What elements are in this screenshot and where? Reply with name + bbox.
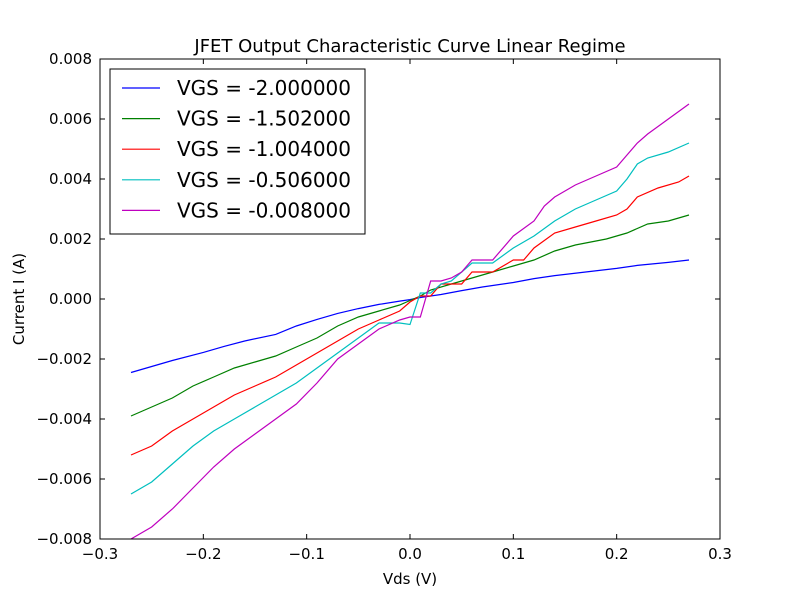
- legend-label-1: VGS = -1.502000: [177, 107, 351, 131]
- x-tick-label: 0.3: [708, 545, 732, 563]
- x-axis-title: Vds (V): [383, 570, 437, 588]
- x-tick-label: −0.3: [82, 545, 118, 563]
- x-tick-label: 0.2: [605, 545, 629, 563]
- y-tick-label: 0.004: [49, 170, 92, 188]
- y-tick-label: 0.002: [49, 230, 92, 248]
- legend-box: [109, 68, 366, 235]
- legend-label-3: VGS = -0.506000: [177, 168, 351, 192]
- y-tick-label: 0.000: [49, 290, 92, 308]
- series-line-3: [130, 142, 690, 495]
- chart-title: JFET Output Characteristic Curve Linear …: [193, 36, 625, 57]
- x-tick-label: 0.1: [501, 545, 525, 563]
- series-line-1: [130, 214, 690, 417]
- y-tick-label: −0.004: [36, 410, 92, 428]
- y-tick-label: 0.008: [49, 50, 92, 68]
- series-line-0: [130, 259, 690, 374]
- x-tick-label: 0.0: [398, 545, 422, 563]
- x-tick-label: −0.1: [288, 545, 324, 563]
- legend-label-0: VGS = -2.000000: [177, 76, 351, 100]
- x-tick-label: −0.2: [185, 545, 221, 563]
- series-line-2: [130, 175, 690, 456]
- y-tick-label: −0.006: [36, 470, 92, 488]
- series-line-4: [130, 103, 690, 540]
- y-tick-label: 0.006: [49, 110, 92, 128]
- y-tick-label: −0.002: [36, 350, 92, 368]
- legend-label-2: VGS = -1.004000: [177, 137, 351, 161]
- y-axis-title: Current I (A): [10, 253, 28, 345]
- legend-label-4: VGS = -0.008000: [177, 198, 351, 222]
- y-tick-label: −0.008: [36, 530, 92, 548]
